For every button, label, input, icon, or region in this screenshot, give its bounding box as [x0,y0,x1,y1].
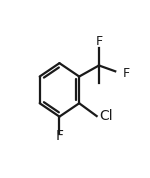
Text: F: F [95,35,103,48]
Text: F: F [123,67,130,80]
Text: Cl: Cl [99,109,113,123]
Text: F: F [56,129,63,143]
